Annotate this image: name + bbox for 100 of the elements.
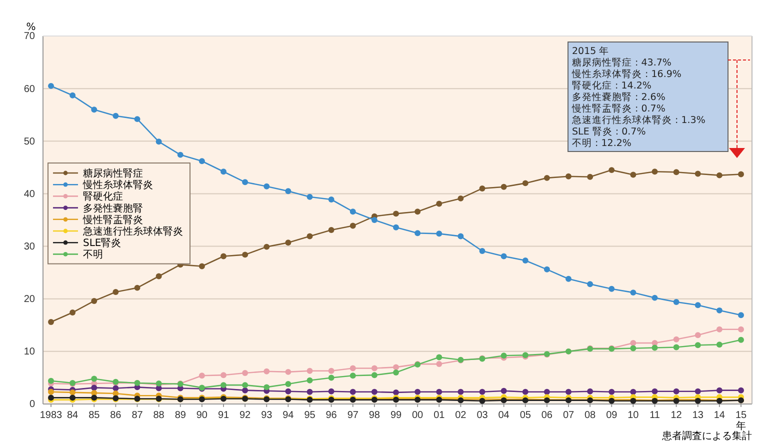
- point: [306, 377, 313, 384]
- legend-label: 多発性嚢胞腎: [83, 202, 143, 214]
- y-axis-title: %: [26, 22, 36, 33]
- point: [414, 388, 421, 395]
- legend-label: SLE腎炎: [83, 237, 122, 250]
- point: [48, 388, 54, 395]
- point: [242, 370, 248, 376]
- y-tick-label: 50: [24, 136, 36, 148]
- point: [479, 185, 486, 192]
- x-tick-label: 00: [412, 410, 424, 422]
- point: [673, 388, 680, 394]
- point: [70, 310, 76, 316]
- point: [436, 361, 442, 368]
- point: [350, 365, 356, 372]
- annotation: 慢性糸球体腎炎 : 16.9%: [571, 68, 682, 80]
- point: [479, 388, 486, 395]
- x-tick-label: 02: [455, 410, 467, 422]
- x-tick-label: 06: [541, 410, 553, 422]
- point: [630, 345, 636, 352]
- y-tick-label: 70: [24, 31, 36, 42]
- point: [285, 381, 292, 387]
- x-tick-label: 87: [132, 410, 144, 422]
- legend-label: 急速進行性糸球体腎炎: [82, 226, 183, 238]
- point: [328, 374, 334, 381]
- point: [393, 224, 399, 230]
- point: [198, 372, 205, 379]
- point: [112, 112, 119, 119]
- point: [652, 344, 658, 351]
- x-tick-label: 01: [434, 410, 446, 422]
- x-tick-label: 94: [282, 410, 294, 422]
- point: [630, 340, 636, 346]
- point: [306, 388, 313, 395]
- point: [694, 332, 701, 338]
- y-tick-label: 20: [24, 294, 36, 306]
- point: [393, 364, 399, 370]
- point: [652, 168, 658, 175]
- x-tick-label: 08: [584, 410, 596, 422]
- point: [522, 258, 528, 264]
- point: [436, 354, 442, 360]
- point: [500, 184, 507, 190]
- point: [264, 368, 270, 374]
- point: [242, 387, 248, 394]
- x-tick-label: 13: [692, 410, 704, 422]
- point: [500, 253, 507, 260]
- point: [156, 273, 162, 280]
- point: [350, 208, 356, 215]
- point: [328, 227, 334, 233]
- point: [112, 289, 119, 295]
- point: [306, 368, 313, 374]
- point: [70, 92, 76, 98]
- annotation: 腎硬化症 : 14.2%: [572, 80, 652, 92]
- point: [479, 248, 486, 254]
- point: [350, 388, 356, 395]
- x-tick-label: 07: [562, 410, 574, 422]
- x-tick-label: 1983: [40, 410, 63, 422]
- point: [393, 210, 399, 217]
- y-tick-label: 30: [24, 241, 36, 252]
- point: [414, 230, 421, 236]
- point: [630, 388, 636, 395]
- y-tick-label: 60: [24, 84, 36, 95]
- point: [371, 217, 378, 223]
- point: [738, 387, 744, 394]
- point: [500, 388, 507, 394]
- point: [156, 138, 162, 145]
- legend-label: 腎硬化症: [83, 190, 123, 203]
- point: [694, 170, 701, 177]
- x-tick-label: 91: [218, 410, 230, 422]
- point: [48, 378, 54, 384]
- point: [458, 195, 464, 202]
- point: [220, 253, 226, 260]
- y-tick-label: 10: [24, 346, 36, 358]
- point: [608, 286, 615, 292]
- point: [630, 172, 636, 178]
- x-tick-label: 97: [347, 410, 359, 422]
- point: [48, 82, 54, 89]
- x-tick-label: 85: [88, 410, 100, 422]
- point: [738, 336, 744, 343]
- point: [694, 388, 701, 394]
- annotation: 糖尿病性腎症 : 43.7%: [572, 56, 672, 68]
- x-tick-label: 96: [326, 410, 338, 422]
- x-tick-label: 12: [670, 410, 682, 422]
- point: [264, 183, 270, 190]
- y-tick-label: 0: [29, 399, 36, 410]
- point: [738, 312, 744, 318]
- point: [630, 290, 636, 296]
- point: [264, 244, 270, 250]
- x-tick-label: 98: [368, 410, 380, 422]
- point: [134, 116, 140, 122]
- point: [350, 372, 356, 379]
- point: [458, 233, 464, 240]
- point: [242, 252, 248, 258]
- x-tick-label: 99: [390, 410, 402, 422]
- point: [716, 326, 722, 332]
- point: [328, 368, 334, 374]
- point: [393, 369, 399, 376]
- point: [587, 174, 594, 180]
- point: [652, 294, 658, 301]
- point: [716, 342, 722, 348]
- x-tick-label: 93: [261, 410, 273, 422]
- point: [220, 382, 226, 388]
